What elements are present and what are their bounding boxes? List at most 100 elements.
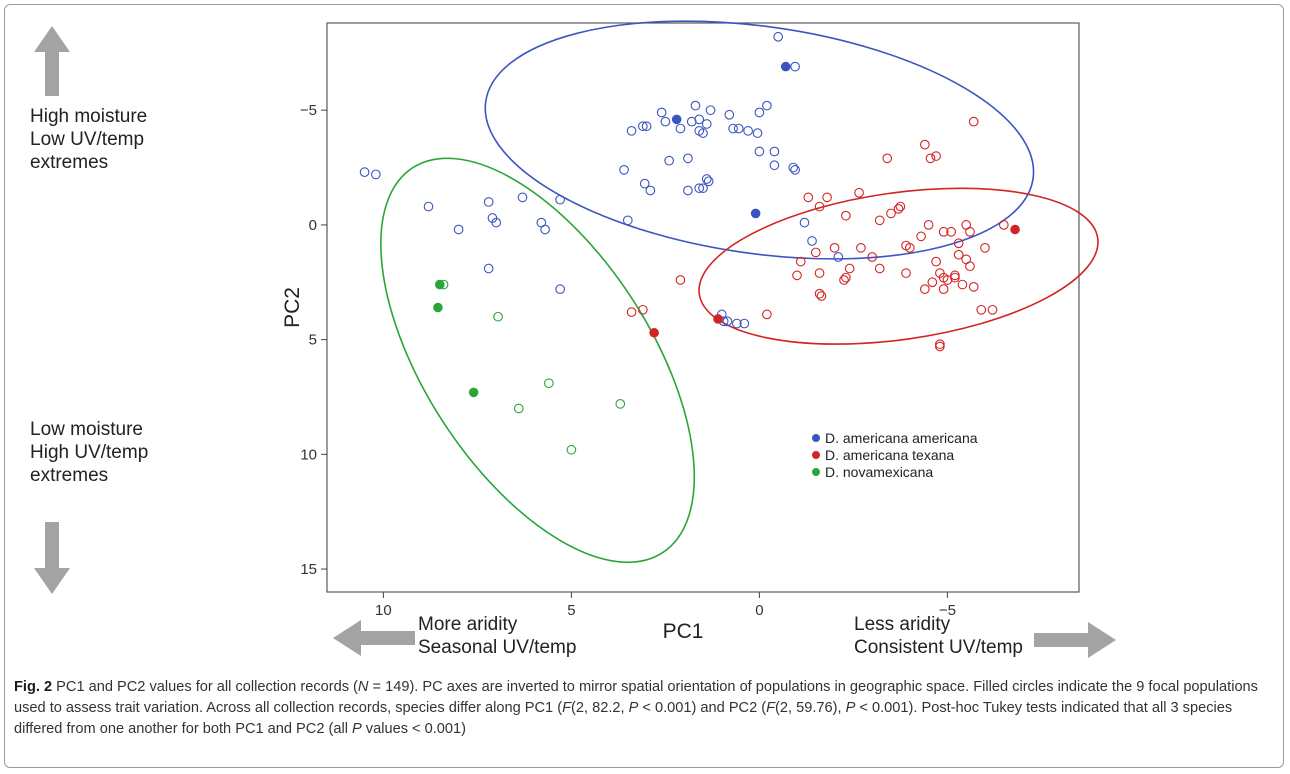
point-open-d-americana-americana [683, 185, 693, 196]
point-open-d-americana-texana [854, 187, 864, 198]
point-open-d-americana-texana [923, 220, 934, 230]
y-tick-label: 15 [300, 561, 317, 578]
point-open-d-americana-americana [833, 252, 844, 262]
point-filled-d-novamexicana [433, 302, 443, 313]
point-open-d-americana-texana [637, 304, 648, 315]
point-open-d-americana-americana [686, 116, 697, 127]
point-open-d-americana-americana [690, 100, 701, 111]
point-open-d-americana-texana [874, 263, 885, 274]
point-open-d-americana-texana [916, 231, 926, 242]
point-open-d-americana-americana [645, 185, 656, 196]
annotation-line: High UV/temp [30, 442, 149, 463]
point-open-d-americana-texana [950, 270, 960, 281]
point-open-d-americana-americana [683, 153, 693, 164]
point-open-d-americana-texana [893, 203, 904, 214]
point-filled-d-americana-americana [780, 61, 791, 72]
point-open-d-americana-texana [935, 341, 945, 352]
y-axis-label: PC2 [281, 287, 304, 328]
point-open-d-americana-americana [491, 217, 502, 228]
point-open-d-americana-americana [728, 123, 738, 134]
point-open-d-americana-texana [957, 279, 968, 290]
point-open-d-americana-americana [807, 236, 817, 246]
point-open-d-americana-americana [483, 197, 494, 207]
point-filled-d-novamexicana [468, 387, 479, 398]
x-tick-label: 5 [567, 602, 575, 619]
y-tick-label: −5 [300, 102, 317, 119]
x-tick-label: 10 [375, 602, 392, 619]
ellipse-d-novamexicana [380, 157, 696, 564]
point-open-d-americana-texana [867, 252, 878, 262]
point-open-d-americana-texana [953, 238, 964, 249]
point-open-d-americana-americana [622, 215, 633, 226]
point-open-d-americana-texana [927, 277, 938, 288]
point-open-d-americana-americana [555, 284, 565, 294]
legend-label: D. americana texana [825, 447, 954, 463]
point-open-d-americana-texana [675, 275, 686, 285]
point-open-d-americana-americana [698, 128, 708, 138]
point-open-d-americana-americana [555, 194, 565, 205]
legend-marker [812, 434, 820, 442]
x-tick-label: −5 [939, 602, 956, 619]
point-open-d-americana-texana [762, 309, 772, 320]
y-tick-label: 0 [309, 217, 317, 234]
point-open-d-americana-texana [841, 272, 851, 283]
point-open-d-americana-texana [968, 116, 979, 127]
point-open-d-americana-texana [998, 220, 1009, 230]
point-open-d-americana-americana [733, 123, 744, 134]
point-open-d-americana-americana [641, 121, 652, 132]
point-open-d-americana-texana [874, 215, 885, 226]
point-open-d-americana-americana [788, 162, 799, 173]
point-filled-d-americana-texana [1010, 224, 1020, 235]
point-open-d-americana-texana [904, 242, 915, 253]
point-open-d-americana-texana [839, 275, 849, 285]
point-open-d-americana-texana [795, 256, 806, 267]
point-open-d-americana-texana [946, 226, 957, 237]
legend-label: D. americana americana [825, 430, 978, 446]
x-tick-label: 0 [755, 602, 763, 619]
point-open-d-americana-americana [359, 167, 370, 177]
pca-scatter-chart: 10 5 0 −5 −5 0 5 10 15 PC1 PC2 D. americana america… [281, 20, 1099, 643]
point-open-d-americana-americana [752, 128, 763, 138]
point-open-d-americana-americana [769, 160, 780, 171]
legend-marker [812, 451, 820, 459]
point-open-d-americana-americana [762, 100, 772, 111]
point-open-d-americana-americana [701, 119, 712, 129]
point-open-d-americana-texana [987, 304, 998, 315]
point-open-d-americana-americana [371, 169, 381, 180]
ellipse-d-americana-americana [484, 20, 1035, 260]
ellipse-d-americana-texana [698, 187, 1099, 345]
point-open-d-americana-texana [803, 192, 814, 203]
point-filled-d-americana-americana [671, 114, 682, 125]
point-open-d-americana-americana [799, 217, 810, 228]
point-open-d-americana-texana [844, 263, 855, 274]
point-filled-d-americana-texana [649, 327, 659, 338]
point-open-d-americana-americana [694, 183, 705, 194]
point-open-d-americana-americana [517, 192, 528, 203]
point-open-d-americana-texana [976, 304, 987, 315]
point-open-d-americana-americana [619, 164, 629, 175]
point-open-d-americana-americana [639, 178, 650, 189]
annotation-less-aridity: Less aridity Consistent UV/temp [854, 613, 1023, 659]
annotation-more-aridity: More aridity Seasonal UV/temp [418, 613, 576, 659]
point-open-d-novamexicana [493, 311, 503, 322]
point-open-d-americana-americana [773, 31, 784, 42]
point-open-d-americana-texana [942, 275, 953, 285]
point-open-d-americana-americana [724, 109, 735, 120]
point-open-d-americana-texana [816, 291, 827, 301]
point-open-d-americana-texana [886, 208, 896, 219]
point-open-d-americana-texana [895, 201, 906, 212]
annotation-line: High moisture [30, 106, 148, 127]
point-open-d-americana-texana [931, 256, 941, 267]
point-open-d-americana-texana [931, 151, 941, 161]
point-open-d-americana-texana [980, 242, 990, 253]
point-open-d-americana-texana [938, 226, 949, 237]
left-arrow-icon [333, 620, 415, 656]
point-open-d-americana-texana [841, 210, 851, 221]
point-open-d-americana-texana [935, 339, 945, 350]
point-open-d-novamexicana [566, 444, 577, 455]
annotation-line: More aridity [418, 614, 518, 635]
point-open-d-americana-americana [754, 107, 765, 118]
point-open-d-americana-texana [938, 284, 949, 294]
figure-caption: Fig. 2 PC1 and PC2 values for all collec… [14, 677, 1276, 740]
right-arrow-icon [1034, 622, 1116, 658]
